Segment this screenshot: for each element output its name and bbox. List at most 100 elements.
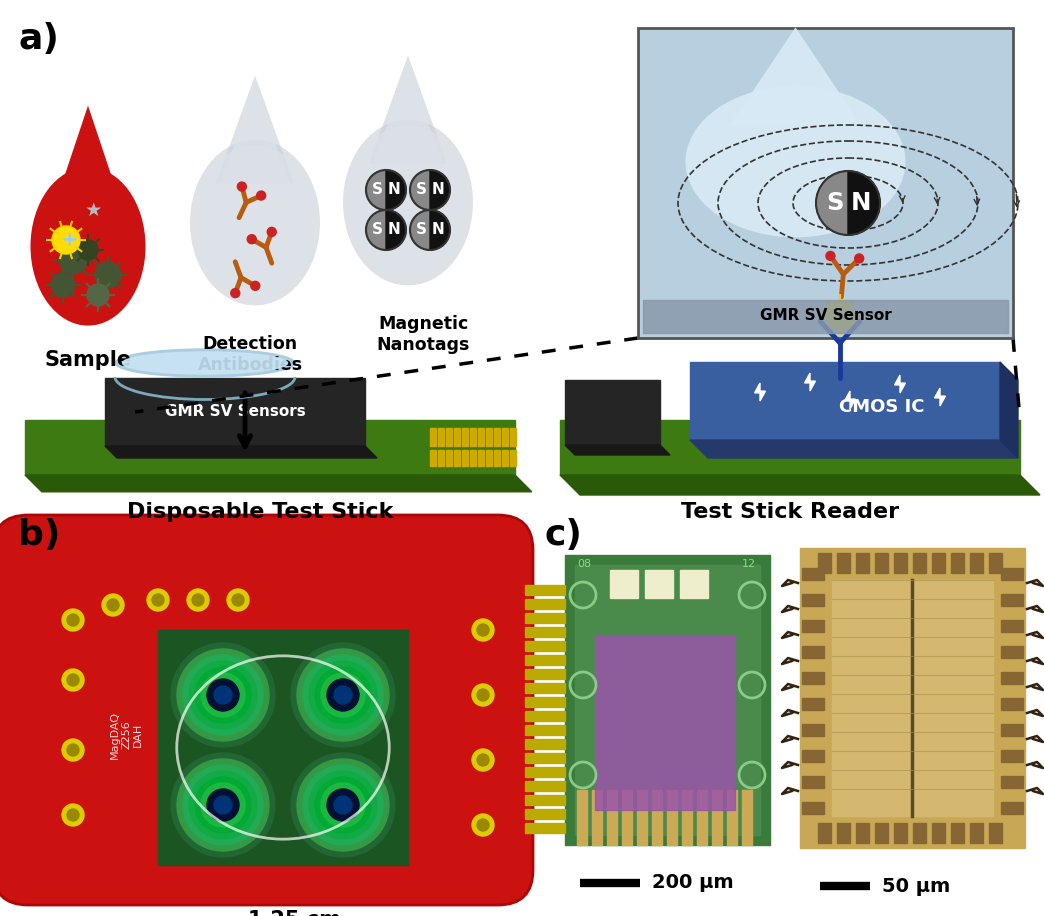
Circle shape [207, 679, 239, 711]
Bar [989, 823, 1002, 843]
Bar [742, 790, 752, 845]
Bar [727, 790, 737, 845]
Bar [1001, 750, 1023, 762]
Text: S: S [826, 191, 844, 215]
Wedge shape [386, 210, 406, 250]
Bar [525, 599, 565, 609]
Bar [622, 790, 632, 845]
Text: N: N [388, 182, 401, 198]
Ellipse shape [115, 349, 295, 377]
Circle shape [67, 614, 79, 626]
Bar [470, 450, 476, 466]
Circle shape [826, 251, 835, 260]
Bar [875, 553, 888, 573]
Circle shape [62, 804, 84, 826]
Polygon shape [373, 68, 443, 165]
Circle shape [309, 771, 377, 839]
Circle shape [472, 814, 494, 836]
Bar [856, 553, 869, 573]
Text: GMR SV Sensors: GMR SV Sensors [165, 405, 306, 420]
Bar [525, 613, 565, 623]
Circle shape [189, 661, 257, 729]
Circle shape [334, 796, 352, 814]
Bar [645, 570, 673, 598]
Ellipse shape [343, 120, 473, 286]
Bar [565, 555, 770, 845]
Bar [525, 655, 565, 665]
Circle shape [195, 667, 251, 723]
Polygon shape [53, 105, 122, 209]
Bar [438, 428, 444, 446]
Circle shape [477, 754, 489, 766]
Bar [932, 553, 945, 573]
Text: S: S [417, 182, 427, 198]
Circle shape [52, 226, 80, 254]
Bar [802, 802, 824, 814]
Bar [951, 553, 964, 573]
Bar [478, 428, 484, 446]
Bar [478, 450, 484, 466]
Bar [802, 776, 824, 788]
Circle shape [327, 789, 359, 821]
Circle shape [214, 686, 232, 704]
Wedge shape [386, 170, 406, 210]
Circle shape [62, 739, 84, 761]
Circle shape [477, 624, 489, 636]
Bar [894, 823, 907, 843]
Bar [525, 669, 565, 679]
Bar [470, 428, 476, 446]
Text: 50 μm: 50 μm [882, 877, 950, 896]
Polygon shape [690, 362, 1000, 440]
Circle shape [67, 744, 79, 756]
Text: 08: 08 [577, 559, 591, 569]
Bar [575, 565, 760, 835]
Bar [1001, 698, 1023, 710]
Wedge shape [430, 210, 450, 250]
Bar [462, 428, 468, 446]
Bar [1001, 568, 1023, 580]
Bar [525, 767, 565, 777]
Text: N: N [851, 191, 872, 215]
Circle shape [78, 240, 98, 260]
Circle shape [321, 783, 365, 827]
Circle shape [472, 619, 494, 641]
Bar [875, 823, 888, 843]
Circle shape [177, 759, 269, 851]
Circle shape [247, 234, 256, 244]
Bar [818, 823, 831, 843]
Text: S: S [372, 182, 383, 198]
Circle shape [267, 227, 277, 236]
Polygon shape [216, 75, 294, 183]
Bar [494, 428, 500, 446]
Bar [105, 378, 365, 446]
Circle shape [237, 182, 246, 191]
Bar [667, 790, 677, 845]
Text: b): b) [18, 518, 61, 552]
Bar [1001, 802, 1023, 814]
Bar [577, 790, 587, 845]
Circle shape [207, 789, 239, 821]
Bar [856, 823, 869, 843]
Circle shape [825, 300, 855, 330]
Circle shape [321, 673, 365, 717]
Polygon shape [220, 87, 290, 185]
Text: Magnetic
Nanotags: Magnetic Nanotags [376, 315, 470, 354]
Wedge shape [366, 210, 386, 250]
Polygon shape [565, 445, 670, 455]
Circle shape [201, 673, 245, 717]
Text: CMOS IC: CMOS IC [839, 398, 925, 416]
Polygon shape [1000, 362, 1018, 458]
Bar [697, 790, 707, 845]
Circle shape [303, 655, 383, 735]
Polygon shape [690, 440, 1018, 458]
Polygon shape [755, 383, 765, 401]
Bar [802, 724, 824, 736]
Bar [637, 790, 647, 845]
Text: N: N [432, 182, 445, 198]
Ellipse shape [30, 168, 145, 325]
Bar [802, 698, 824, 710]
Circle shape [291, 643, 395, 747]
Circle shape [192, 594, 204, 606]
Bar [511, 450, 516, 466]
Bar [610, 570, 638, 598]
